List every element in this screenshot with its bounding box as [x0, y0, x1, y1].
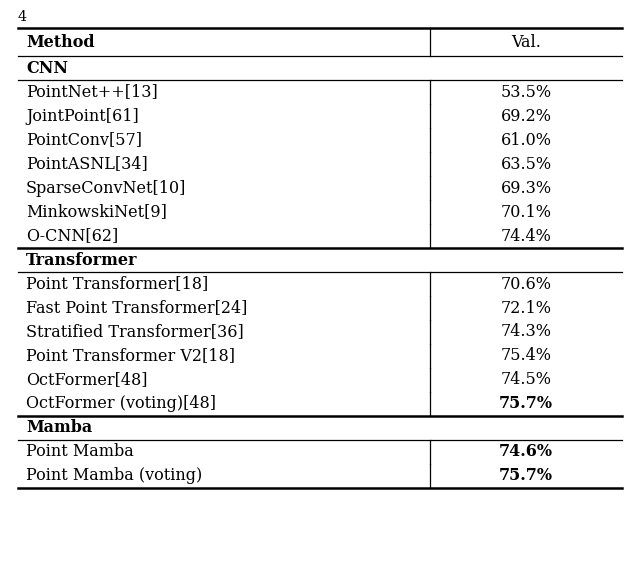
Text: 61.0%: 61.0%	[500, 131, 552, 149]
Text: PointConv[57]: PointConv[57]	[26, 131, 142, 149]
Text: O-CNN[62]: O-CNN[62]	[26, 228, 118, 245]
Text: 74.6%: 74.6%	[499, 443, 553, 460]
Text: Fast Point Transformer[24]: Fast Point Transformer[24]	[26, 299, 248, 316]
Text: 69.2%: 69.2%	[500, 108, 552, 125]
Text: Transformer: Transformer	[26, 251, 138, 269]
Text: 75.7%: 75.7%	[499, 395, 553, 413]
Text: Point Transformer[18]: Point Transformer[18]	[26, 275, 208, 292]
Text: Val.: Val.	[511, 34, 541, 51]
Text: 63.5%: 63.5%	[500, 155, 552, 172]
Text: CNN: CNN	[26, 60, 68, 76]
Text: MinkowskiNet[9]: MinkowskiNet[9]	[26, 204, 167, 221]
Text: 74.4%: 74.4%	[500, 228, 552, 245]
Text: Method: Method	[26, 34, 95, 51]
Text: Mamba: Mamba	[26, 419, 92, 436]
Text: 4: 4	[18, 10, 27, 24]
Text: Point Mamba (voting): Point Mamba (voting)	[26, 468, 202, 484]
Text: PointASNL[34]: PointASNL[34]	[26, 155, 148, 172]
Text: OctFormer[48]: OctFormer[48]	[26, 372, 147, 389]
Text: 53.5%: 53.5%	[500, 84, 552, 101]
Text: 72.1%: 72.1%	[500, 299, 552, 316]
Text: 74.5%: 74.5%	[500, 372, 552, 389]
Text: 74.3%: 74.3%	[500, 324, 552, 340]
Text: Stratified Transformer[36]: Stratified Transformer[36]	[26, 324, 244, 340]
Text: Point Mamba: Point Mamba	[26, 443, 134, 460]
Text: 70.6%: 70.6%	[500, 275, 552, 292]
Text: 75.4%: 75.4%	[500, 348, 552, 365]
Text: PointNet++[13]: PointNet++[13]	[26, 84, 157, 101]
Text: Point Transformer V2[18]: Point Transformer V2[18]	[26, 348, 235, 365]
Text: 70.1%: 70.1%	[500, 204, 552, 221]
Text: JointPoint[61]: JointPoint[61]	[26, 108, 139, 125]
Text: OctFormer (voting)[48]: OctFormer (voting)[48]	[26, 395, 216, 413]
Text: 75.7%: 75.7%	[499, 468, 553, 484]
Text: 69.3%: 69.3%	[500, 179, 552, 196]
Text: SparseConvNet[10]: SparseConvNet[10]	[26, 179, 186, 196]
